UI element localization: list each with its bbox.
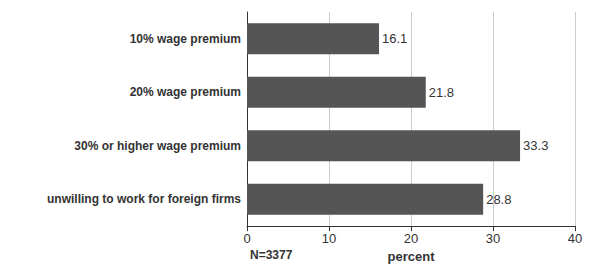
svg-text:33.3: 33.3 [523, 138, 548, 153]
svg-text:40: 40 [568, 231, 582, 246]
svg-text:30: 30 [486, 231, 500, 246]
svg-text:16.1: 16.1 [382, 31, 407, 46]
svg-text:30% or higher wage premium: 30% or higher wage premium [74, 139, 241, 153]
svg-text:0: 0 [243, 231, 250, 246]
svg-text:unwilling to work for foreign: unwilling to work for foreign firms [47, 192, 241, 206]
svg-text:10% wage premium: 10% wage premium [130, 32, 241, 46]
svg-text:10: 10 [322, 231, 336, 246]
svg-text:20% wage premium: 20% wage premium [130, 85, 241, 99]
svg-text:28.8: 28.8 [486, 192, 511, 207]
svg-text:21.8: 21.8 [429, 85, 454, 100]
svg-text:20: 20 [404, 231, 418, 246]
svg-text:N=3377: N=3377 [250, 248, 293, 262]
svg-text:percent: percent [388, 249, 436, 264]
